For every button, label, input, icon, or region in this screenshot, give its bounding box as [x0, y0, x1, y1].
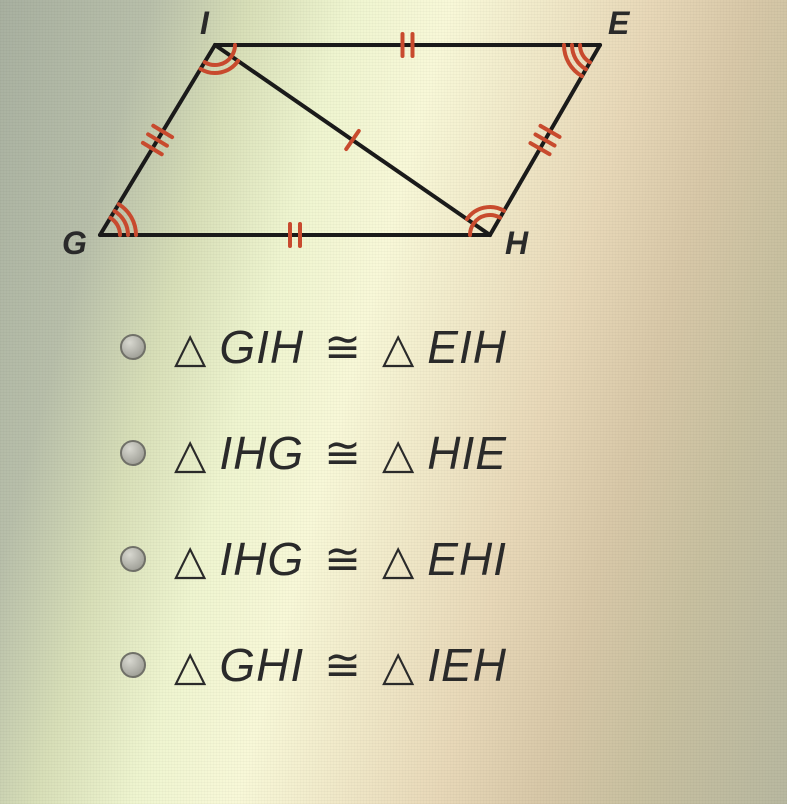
option-text-2: △IHG ≅ △EHI — [174, 532, 507, 586]
radio-2[interactable] — [120, 546, 146, 572]
option-row-0[interactable]: △GIH ≅ △EIH — [120, 320, 507, 374]
option-text-0: △GIH ≅ △EIH — [174, 320, 507, 374]
option-row-2[interactable]: △IHG ≅ △EHI — [120, 532, 507, 586]
geometry-diagram: I E G H — [60, 10, 660, 290]
vertex-label-H: H — [505, 225, 528, 262]
option-text-3: △GHI ≅ △IEH — [174, 638, 507, 692]
radio-0[interactable] — [120, 334, 146, 360]
vertex-label-I: I — [200, 5, 209, 42]
vertex-label-E: E — [608, 5, 629, 42]
radio-3[interactable] — [120, 652, 146, 678]
parallelogram-svg — [60, 10, 660, 290]
option-row-3[interactable]: △GHI ≅ △IEH — [120, 638, 507, 692]
option-text-1: △IHG ≅ △HIE — [174, 426, 507, 480]
option-row-1[interactable]: △IHG ≅ △HIE — [120, 426, 507, 480]
answer-options: △GIH ≅ △EIH △IHG ≅ △HIE △IHG ≅ △EHI △GHI… — [120, 320, 507, 692]
radio-1[interactable] — [120, 440, 146, 466]
vertex-label-G: G — [62, 225, 87, 262]
